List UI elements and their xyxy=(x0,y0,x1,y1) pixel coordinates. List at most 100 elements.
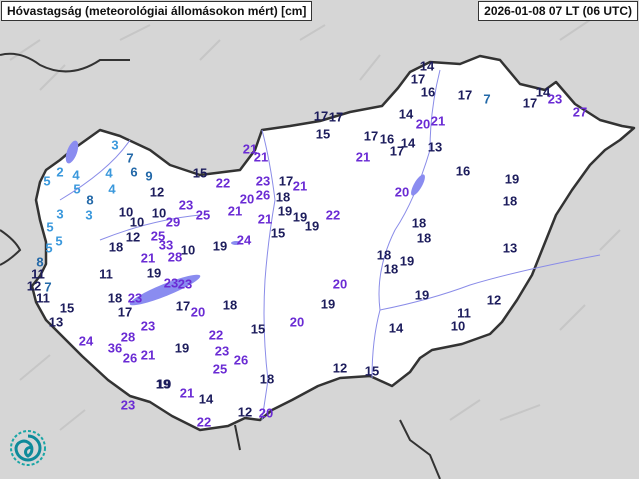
station-snow-depth: 19 xyxy=(156,376,172,392)
station-snow-depth: 17 xyxy=(389,143,405,159)
station-snow-depth: 15 xyxy=(364,363,380,379)
station-snow-depth: 4 xyxy=(72,167,80,183)
station-snow-depth: 20 xyxy=(394,184,410,200)
station-snow-depth: 23 xyxy=(140,318,156,334)
map-title: Hóvastagság (meteorológiai állomásokon m… xyxy=(1,1,313,21)
station-snow-depth: 19 xyxy=(399,253,415,269)
station-snow-depth: 18 xyxy=(376,247,392,263)
station-snow-depth: 20 xyxy=(190,304,206,320)
station-snow-depth: 26 xyxy=(233,352,249,368)
station-snow-depth: 27 xyxy=(572,104,588,120)
station-snow-depth: 13 xyxy=(427,139,443,155)
station-snow-depth: 18 xyxy=(108,239,124,255)
station-snow-depth: 25 xyxy=(150,228,166,244)
hungary-territory xyxy=(30,54,636,432)
station-snow-depth: 21 xyxy=(292,178,308,194)
station-snow-depth: 18 xyxy=(416,230,432,246)
lake-balaton xyxy=(129,274,201,306)
station-snow-depth: 13 xyxy=(502,240,518,256)
station-snow-depth: 19 xyxy=(146,265,162,281)
station-snow-depth: 20 xyxy=(415,116,431,132)
station-snow-depth: 3 xyxy=(56,206,64,222)
station-snow-depth: 14 xyxy=(400,135,416,151)
station-snow-depth: 21 xyxy=(179,385,195,401)
lake-tisza xyxy=(411,174,425,196)
station-snow-depth: 33 xyxy=(158,237,174,253)
station-snow-depth: 5 xyxy=(73,181,81,197)
station-snow-depth: 11 xyxy=(36,290,50,306)
station-snow-depth: 21 xyxy=(140,250,156,266)
lake-velence xyxy=(231,241,241,245)
station-snow-depth: 14 xyxy=(198,391,214,407)
station-snow-depth: 14 xyxy=(398,106,414,122)
station-snow-depth: 14 xyxy=(388,320,404,336)
rivers xyxy=(59,69,601,421)
station-snow-depth: 18 xyxy=(107,290,123,306)
station-snow-depth: 21 xyxy=(140,347,156,363)
station-snow-depth: 28 xyxy=(167,249,183,265)
station-snow-depth: 20 xyxy=(258,405,274,421)
station-snow-depth: 18 xyxy=(222,297,238,313)
station-snow-depth: 18 xyxy=(275,189,291,205)
station-snow-depth: 23 xyxy=(547,91,563,107)
station-snow-depth: 26 xyxy=(255,187,271,203)
station-snow-depth: 4 xyxy=(105,165,113,181)
station-snow-depth: 19 xyxy=(414,287,430,303)
station-snow-depth: 16 xyxy=(379,131,395,147)
station-snow-depth: 2 xyxy=(56,164,64,180)
station-snow-depth: 19 xyxy=(277,203,293,219)
station-snow-depth: 22 xyxy=(215,175,231,191)
station-snow-depth: 36 xyxy=(107,340,123,356)
station-snow-depth: 18 xyxy=(411,215,427,231)
station-snow-depth: 17 xyxy=(278,173,294,189)
station-snow-depth: 23 xyxy=(214,343,230,359)
station-snow-depth: 23 xyxy=(163,275,179,291)
lakes xyxy=(65,140,425,306)
station-snow-depth: 25 xyxy=(212,361,228,377)
station-snow-depth: 8 xyxy=(86,192,94,208)
station-snow-depth: 11 xyxy=(99,266,113,282)
station-snow-depth: 18 xyxy=(259,371,275,387)
timestamp: 2026-01-08 07 LT (06 UTC) xyxy=(478,1,638,21)
station-snow-depth: 17 xyxy=(410,71,426,87)
station-snow-depth: 11 xyxy=(457,305,471,321)
station-snow-depth: 7 xyxy=(126,150,134,166)
station-snow-depth: 17 xyxy=(522,95,538,111)
station-snow-depth: 16 xyxy=(455,163,471,179)
station-snow-depth: 10 xyxy=(180,242,196,258)
station-snow-depth: 17 xyxy=(117,304,133,320)
station-snow-depth: 19 xyxy=(304,218,320,234)
station-snow-depth: 3 xyxy=(85,207,93,223)
station-snow-depth: 17 xyxy=(457,87,473,103)
station-snow-depth: 28 xyxy=(120,329,136,345)
station-snow-depth: 12 xyxy=(237,404,253,420)
station-snow-depth: 19 xyxy=(155,376,171,392)
station-snow-depth: 9 xyxy=(145,168,153,184)
station-snow-depth: 22 xyxy=(325,207,341,223)
station-snow-depth: 21 xyxy=(430,113,446,129)
station-snow-depth: 17 xyxy=(363,128,379,144)
station-snow-depth: 26 xyxy=(122,350,138,366)
station-snow-depth: 19 xyxy=(320,296,336,312)
station-snow-depth: 17 xyxy=(313,108,329,124)
station-snow-depth: 21 xyxy=(257,211,273,227)
station-snow-depth: 4 xyxy=(108,181,116,197)
station-snow-depth: 23 xyxy=(178,197,194,213)
station-snow-depth: 19 xyxy=(292,209,308,225)
station-snow-depth: 15 xyxy=(59,300,75,316)
station-snow-depth: 24 xyxy=(78,333,94,349)
station-snow-depth: 12 xyxy=(26,278,42,294)
station-snow-depth: 12 xyxy=(332,360,348,376)
station-snow-depth: 15 xyxy=(270,225,286,241)
station-snow-depth: 24 xyxy=(236,232,252,248)
station-snow-depth: 23 xyxy=(255,173,271,189)
station-snow-depth: 15 xyxy=(250,321,266,337)
station-snow-depth: 12 xyxy=(125,229,141,245)
station-snow-depth: 11 xyxy=(31,266,45,282)
station-snow-depth: 8 xyxy=(36,254,44,270)
station-snow-depth: 14 xyxy=(535,84,551,100)
station-snow-depth: 23 xyxy=(120,397,136,413)
station-snow-depth: 7 xyxy=(483,91,491,107)
